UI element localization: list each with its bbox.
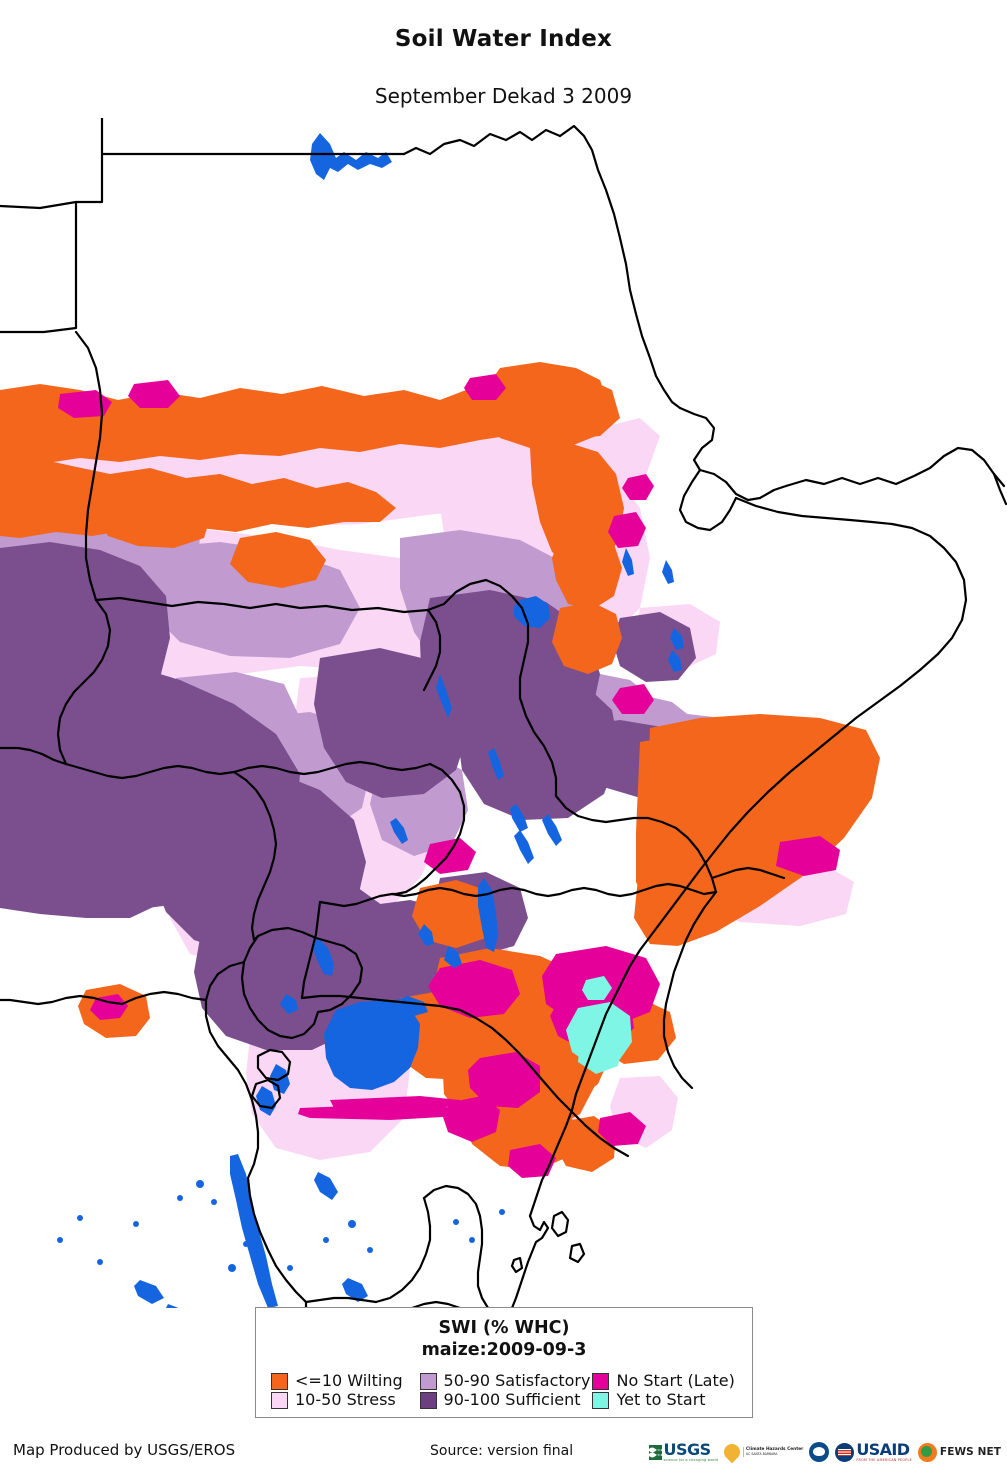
usaid-logo-tagline: FROM THE AMERICAN PEOPLE xyxy=(856,1458,912,1462)
legend-swatch-stress xyxy=(271,1392,288,1410)
water-bodies xyxy=(57,133,684,1308)
usgs-logo-text: USGS xyxy=(663,1440,711,1459)
legend-label-stress: 10-50 Stress xyxy=(295,1390,396,1410)
map-canvas[interactable] xyxy=(0,118,1007,1308)
legend-title: SWI (% WHC) maize:2009-09-3 xyxy=(256,1308,752,1362)
legend-swatch-no-start-late xyxy=(592,1373,610,1391)
legend-item-satisfactory: 50-90 Satisfactory xyxy=(418,1371,591,1391)
legend-swatch-sufficient xyxy=(419,1392,437,1410)
legend-swatch-satisfactory xyxy=(419,1373,437,1391)
page-title: Soil Water Index xyxy=(394,26,613,52)
usaid-logo: USAID FROM THE AMERICAN PEOPLE xyxy=(835,1437,912,1467)
fews-net-logo-text: FEWS NET xyxy=(939,1446,1001,1458)
country-borders xyxy=(0,118,1007,1308)
page-subtitle: September Dekad 3 2009 xyxy=(374,84,633,108)
agency-logos: USGS science for a changing world Climat… xyxy=(649,1436,1001,1468)
chc-logo: Climate Hazards Center UC SANTA BARBARA xyxy=(720,1437,803,1467)
legend-item-sufficient: 90-100 Sufficient xyxy=(418,1390,591,1410)
noaa-logo xyxy=(809,1437,830,1467)
legend-item-stress: 10-50 Stress xyxy=(262,1390,418,1410)
legend-label-no-start-late: No Start (Late) xyxy=(616,1371,735,1391)
legend-item-yet-to-start: Yet to Start xyxy=(590,1390,746,1410)
legend-label-yet-to-start: Yet to Start xyxy=(616,1390,706,1410)
map-credit: Map Produced by USGS/EROS xyxy=(13,1441,236,1459)
legend-swatch-yet-to-start xyxy=(592,1392,610,1410)
legend-label-wilting: <=10 Wilting xyxy=(295,1371,403,1391)
map-legend: SWI (% WHC) maize:2009-09-3 <=10 Wilting… xyxy=(255,1307,753,1418)
legend-title-line1: SWI (% WHC) xyxy=(438,1318,570,1338)
chc-logo-text: Climate Hazards Center UC SANTA BARBARA xyxy=(743,1446,803,1458)
usgs-logo: USGS science for a changing world xyxy=(649,1437,718,1467)
footer: Map Produced by USGS/EROS Source: versio… xyxy=(0,1430,1007,1473)
legend-title-line2: maize:2009-09-3 xyxy=(421,1340,587,1361)
usaid-logo-text: USAID xyxy=(856,1440,910,1459)
legend-items: <=10 Wilting 10-50 Stress 50-90 Satisfac… xyxy=(256,1371,752,1410)
usgs-logo-tagline: science for a changing world xyxy=(663,1458,718,1462)
map-source: Source: version final xyxy=(430,1443,574,1459)
noaa-seal-icon xyxy=(809,1442,830,1462)
legend-label-satisfactory: 50-90 Satisfactory xyxy=(443,1371,591,1391)
globe-icon xyxy=(917,1442,937,1462)
legend-swatch-wilting xyxy=(271,1373,288,1391)
legend-label-sufficient: 90-100 Sufficient xyxy=(443,1390,581,1410)
legend-item-no-start-late: No Start (Late) xyxy=(590,1371,746,1391)
water-drop-icon xyxy=(720,1440,744,1464)
raster-layer-sufficient xyxy=(0,542,766,1050)
legend-item-wilting: <=10 Wilting xyxy=(262,1371,418,1391)
usaid-seal-icon xyxy=(835,1442,855,1462)
soil-water-index-map[interactable] xyxy=(0,118,1007,1308)
fews-net-logo: FEWS NET xyxy=(917,1437,1001,1467)
usgs-wave-icon xyxy=(649,1444,663,1460)
